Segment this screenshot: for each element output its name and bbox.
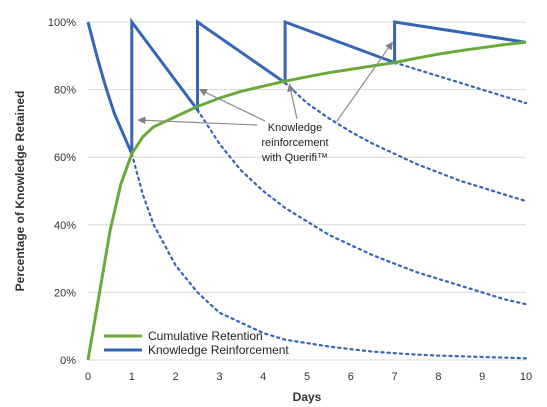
decay-curve-3	[284, 81, 528, 203]
x-tick-label: 8	[435, 371, 441, 383]
x-tick-label: 6	[348, 371, 354, 383]
gridlines	[88, 21, 526, 361]
annotation-arrow-3	[287, 83, 298, 120]
series-lines	[86, 17, 527, 361]
x-tick-label: 5	[304, 371, 310, 383]
y-tick-label: 20%	[54, 287, 76, 299]
x-tick-label: 9	[479, 371, 485, 383]
y-tick-label: 60%	[54, 152, 76, 164]
series-line-knowledge-reinforcement	[86, 17, 527, 155]
legend-label-cumulative: Cumulative Retention	[148, 329, 263, 343]
x-axis-title: Days	[293, 390, 322, 404]
tick-labels: 0% 20% 40% 60% 80% 100% 0 1 2 3 4 5 6 7 8 9 10	[48, 17, 532, 383]
decay-curves	[130, 61, 528, 360]
annotation-arrow-1	[137, 116, 258, 126]
x-tick-label: 2	[173, 371, 179, 383]
y-tick-label: 80%	[54, 85, 76, 97]
annotation-arrows	[137, 41, 393, 126]
y-axis-title: Percentage of Knowledge Retained	[13, 91, 27, 292]
annotation-line-1: Knowledge	[268, 122, 322, 134]
series-line-cumulative-retention	[86, 40, 527, 361]
x-tick-label: 7	[392, 371, 398, 383]
x-tick-label: 3	[216, 371, 222, 383]
decay-curve-1	[130, 152, 528, 360]
x-tick-label: 10	[520, 371, 532, 383]
annotation-arrow-4	[336, 41, 393, 122]
annotation-arrow-2	[198, 89, 266, 122]
x-tick-label: 1	[129, 371, 135, 383]
annotation-line-2: reinforcement	[261, 137, 328, 149]
x-tick-label: 4	[260, 371, 266, 383]
annotation-label: Knowledge reinforcement with Querifi™	[261, 122, 329, 164]
y-tick-label: 40%	[54, 220, 76, 232]
annotation-line-3: with Querifi™	[261, 152, 328, 164]
y-tick-label: 0%	[60, 355, 76, 367]
decay-curve-4	[393, 61, 528, 105]
x-tick-label: 0	[85, 371, 91, 383]
legend: Cumulative Retention Knowledge Reinforce…	[104, 329, 289, 357]
legend-label-reinforcement: Knowledge Reinforcement	[148, 343, 289, 357]
decay-curve-2	[196, 108, 528, 306]
y-tick-label: 100%	[48, 17, 76, 29]
